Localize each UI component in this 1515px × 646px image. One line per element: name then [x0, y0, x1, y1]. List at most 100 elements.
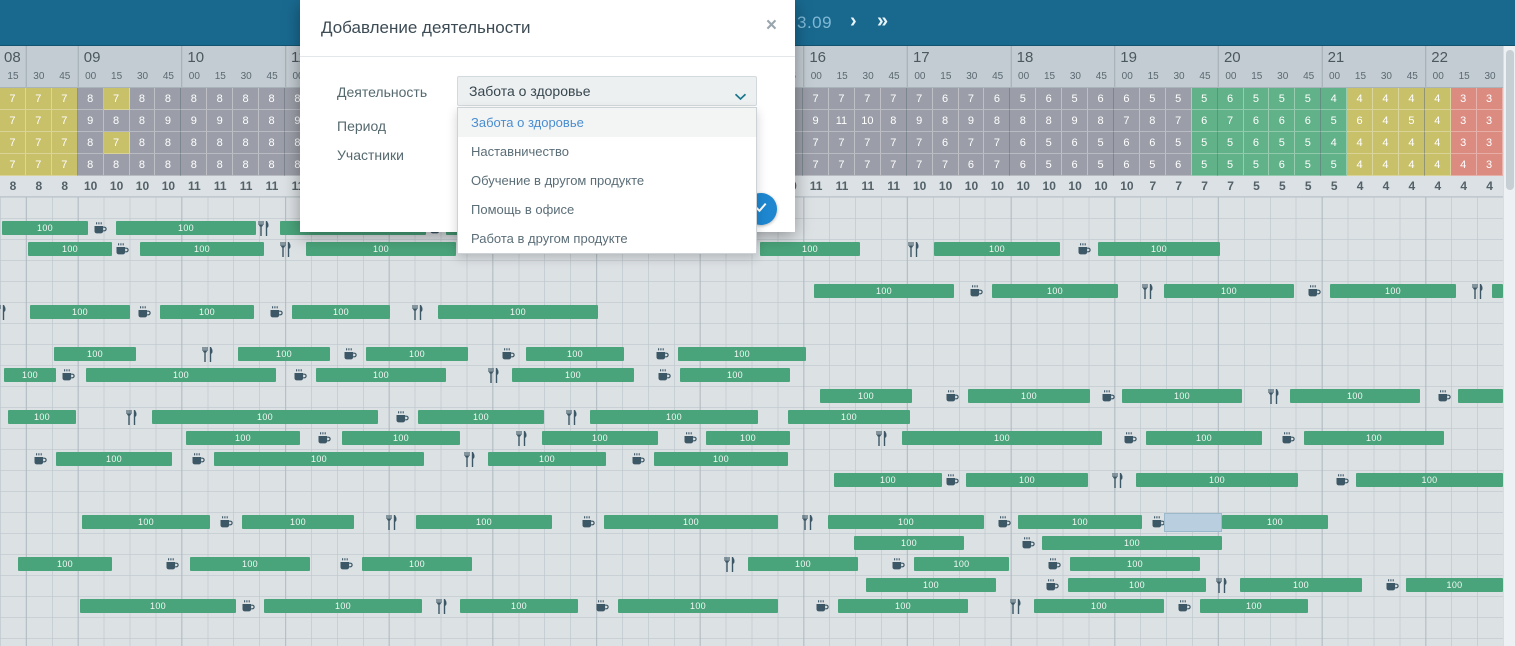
work-bar[interactable]: 100: [678, 347, 806, 361]
work-bar[interactable]: 100: [238, 347, 330, 361]
work-bar[interactable]: 100: [140, 242, 264, 256]
work-bar[interactable]: 100: [18, 557, 112, 571]
break-icon[interactable]: [996, 514, 1012, 531]
break-icon[interactable]: [890, 556, 906, 573]
vertical-scrollbar[interactable]: [1503, 46, 1515, 646]
break-icon[interactable]: [1334, 472, 1350, 489]
break-icon[interactable]: [1436, 388, 1452, 405]
break-icon[interactable]: [218, 514, 234, 531]
work-bar[interactable]: 100: [54, 347, 136, 361]
work-bar[interactable]: 100: [56, 452, 172, 466]
work-bar[interactable]: 100: [604, 515, 778, 529]
lunch-icon[interactable]: [1214, 577, 1230, 594]
lunch-icon[interactable]: [1470, 283, 1486, 300]
break-icon[interactable]: [92, 220, 108, 237]
work-bar[interactable]: 100: [828, 515, 984, 529]
break-icon[interactable]: [1122, 430, 1138, 447]
work-bar[interactable]: 100: [968, 389, 1090, 403]
break-icon[interactable]: [1176, 598, 1192, 615]
break-icon[interactable]: [656, 367, 672, 384]
lunch-icon[interactable]: [1140, 283, 1156, 300]
work-bar[interactable]: 100: [264, 599, 422, 613]
break-icon[interactable]: [338, 556, 354, 573]
break-icon[interactable]: [1046, 556, 1062, 573]
lunch-icon[interactable]: [1008, 598, 1024, 615]
break-icon[interactable]: [164, 556, 180, 573]
work-bar[interactable]: 100: [526, 347, 624, 361]
work-bar[interactable]: 100: [1406, 578, 1503, 592]
break-icon[interactable]: [1100, 388, 1116, 405]
break-icon[interactable]: [240, 598, 256, 615]
activity-option[interactable]: Наставничество: [471, 144, 569, 159]
close-icon[interactable]: ×: [765, 15, 777, 36]
work-bar[interactable]: 100: [542, 431, 658, 445]
work-bar[interactable]: 100: [1122, 389, 1242, 403]
lunch-icon[interactable]: [874, 430, 890, 447]
lunch-icon[interactable]: [124, 409, 140, 426]
break-icon[interactable]: [580, 514, 596, 531]
work-bar[interactable]: 100: [460, 599, 578, 613]
work-bar[interactable]: 100: [1146, 431, 1262, 445]
work-bar[interactable]: 100: [788, 410, 910, 424]
break-icon[interactable]: [1306, 283, 1322, 300]
work-bar[interactable]: 100: [934, 242, 1060, 256]
work-bar[interactable]: 100: [914, 557, 1009, 571]
break-icon[interactable]: [500, 346, 516, 363]
work-bar[interactable]: 100: [1330, 284, 1456, 298]
break-icon[interactable]: [268, 304, 284, 321]
work-bar[interactable]: 100: [1164, 284, 1294, 298]
break-icon[interactable]: [654, 346, 670, 363]
work-bar[interactable]: 100: [1098, 242, 1220, 256]
work-bar[interactable]: 100: [82, 515, 210, 529]
work-bar[interactable]: 100: [706, 431, 790, 445]
work-bar[interactable]: 100: [116, 221, 256, 235]
work-bar[interactable]: 100: [190, 557, 310, 571]
selected-cell[interactable]: [1164, 513, 1222, 532]
work-bar[interactable]: 100: [152, 410, 378, 424]
break-icon[interactable]: [944, 472, 960, 489]
work-bar[interactable]: 100: [1200, 599, 1308, 613]
work-bar[interactable]: 100: [30, 305, 130, 319]
work-bar[interactable]: 100: [160, 305, 254, 319]
work-bar[interactable]: 100: [80, 599, 236, 613]
work-bar[interactable]: 100: [854, 536, 964, 550]
work-bar[interactable]: 100: [820, 389, 912, 403]
work-bar[interactable]: 100: [1290, 389, 1420, 403]
work-bar[interactable]: 100: [1304, 431, 1444, 445]
nav-next-button[interactable]: ›: [850, 10, 857, 32]
break-icon[interactable]: [682, 430, 698, 447]
work-bar[interactable]: 100: [418, 410, 544, 424]
work-bar[interactable]: 100: [366, 347, 468, 361]
work-bar[interactable]: 100: [1136, 473, 1298, 487]
activity-select[interactable]: Забота о здоровье: [457, 76, 757, 106]
break-icon[interactable]: [1020, 535, 1036, 552]
work-bar[interactable]: 100: [966, 473, 1088, 487]
break-icon[interactable]: [316, 430, 332, 447]
work-bar[interactable]: 100: [1018, 515, 1142, 529]
work-bar[interactable]: 100: [902, 431, 1102, 445]
break-icon[interactable]: [292, 367, 308, 384]
scrollbar-thumb[interactable]: [1506, 50, 1514, 190]
work-bar[interactable]: 100: [838, 599, 968, 613]
work-bar[interactable]: 100: [1240, 578, 1362, 592]
work-bar[interactable]: 100: [8, 410, 76, 424]
work-bar[interactable]: [1492, 284, 1503, 298]
lunch-icon[interactable]: [384, 514, 400, 531]
activity-option[interactable]: Забота о здоровье: [458, 108, 756, 137]
lunch-icon[interactable]: [200, 346, 216, 363]
work-bar[interactable]: 100: [654, 452, 788, 466]
break-icon[interactable]: [944, 388, 960, 405]
break-icon[interactable]: [114, 241, 130, 258]
break-icon[interactable]: [394, 409, 410, 426]
work-bar[interactable]: 100: [1356, 473, 1503, 487]
work-bar[interactable]: 100: [1070, 557, 1200, 571]
lunch-icon[interactable]: [410, 304, 426, 321]
work-bar[interactable]: 100: [416, 515, 552, 529]
work-bar[interactable]: 100: [342, 431, 460, 445]
break-icon[interactable]: [342, 346, 358, 363]
lunch-icon[interactable]: [256, 220, 272, 237]
work-bar[interactable]: 100: [28, 242, 112, 256]
work-bar[interactable]: 100: [680, 368, 790, 382]
work-bar[interactable]: 100: [512, 368, 634, 382]
activity-option[interactable]: Помощь в офисе: [471, 202, 575, 217]
